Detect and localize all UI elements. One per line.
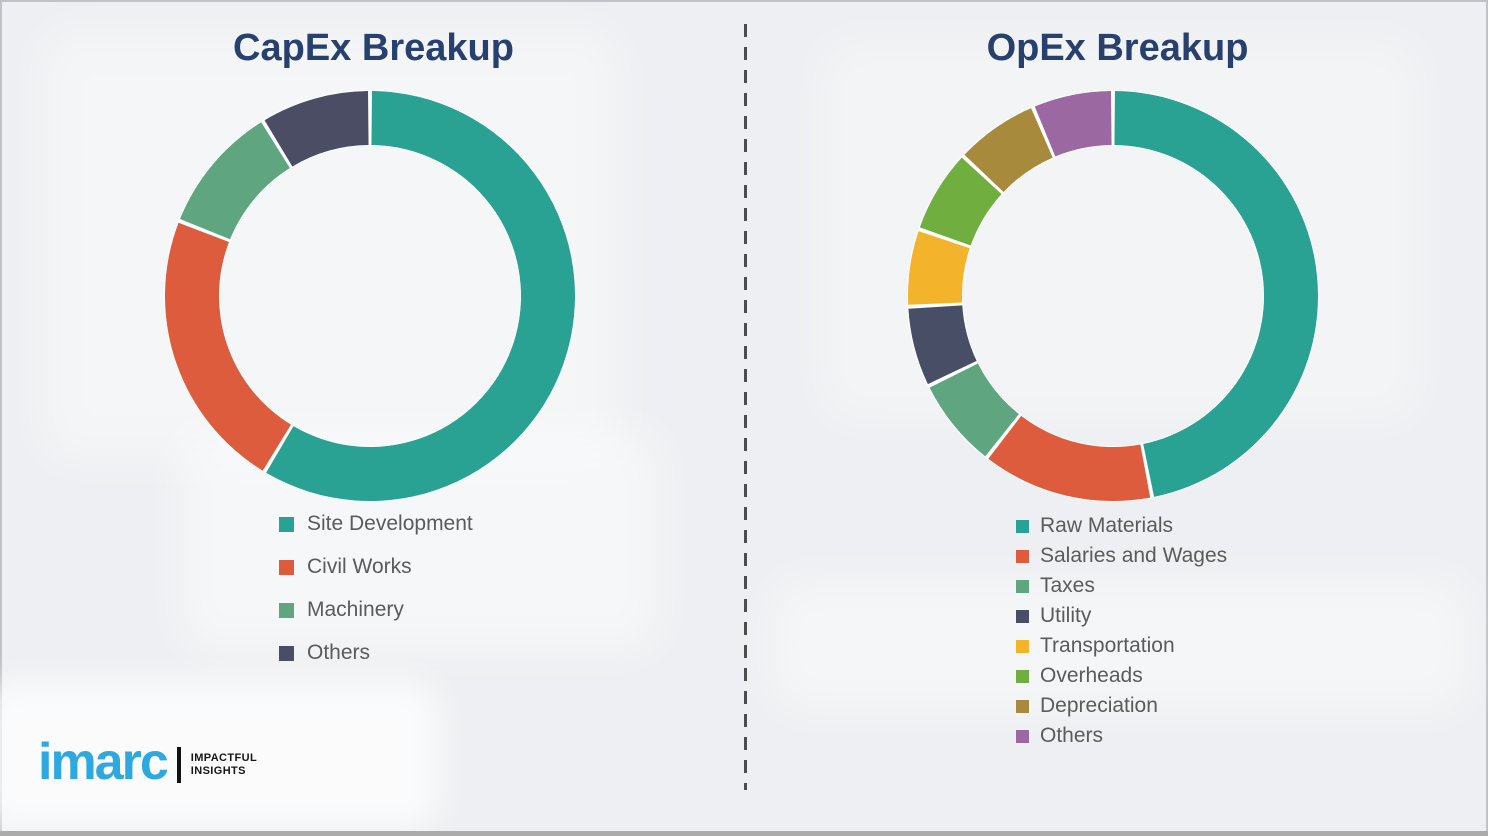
donut-segment-transportation	[908, 231, 970, 305]
legend-swatch	[1016, 699, 1029, 713]
legend-swatch	[279, 602, 294, 618]
imarc-tagline-line1: IMPACTFUL	[190, 752, 258, 764]
donut-segment-overheads	[919, 157, 1002, 246]
legend-swatch	[1016, 669, 1029, 683]
donut-segment-depreciation	[964, 108, 1053, 192]
legend-label: Site Development	[307, 512, 473, 535]
opex-donut-chart	[907, 90, 1319, 502]
imarc-logo-tagline: IMPACTFUL INSIGHTS	[191, 752, 257, 778]
legend-label: Transportation	[1040, 634, 1175, 657]
donut-segment-site-development	[266, 91, 575, 501]
legend-label: Utility	[1040, 604, 1092, 627]
legend-swatch	[1016, 639, 1029, 653]
imarc-tagline-line2: INSIGHTS	[190, 765, 246, 777]
legend-label: Salaries and Wages	[1040, 544, 1228, 567]
donut-segment-taxes	[929, 363, 1019, 457]
donut-segment-utility	[908, 305, 977, 385]
donut-segment-raw-materials	[1114, 91, 1318, 497]
legend-swatch	[279, 559, 294, 575]
capex-legend: Site Development Civil Works Machinery Othe…	[279, 513, 473, 685]
legend-label: Depreciation	[1040, 694, 1158, 717]
donut-segment-machinery	[179, 122, 290, 240]
legend-label: Others	[307, 641, 371, 664]
legend-item: Overheads	[1016, 665, 1227, 687]
capex-donut-chart	[164, 90, 576, 502]
legend-label: Raw Materials	[1040, 514, 1174, 537]
legend-item: Salaries and Wages	[1016, 545, 1227, 567]
legend-label: Overheads	[1040, 664, 1143, 687]
imarc-logo-text: imarc	[38, 733, 169, 791]
legend-swatch	[1016, 549, 1029, 563]
legend-item: Raw Materials	[1016, 515, 1227, 537]
legend-item: Others	[279, 642, 473, 664]
legend-item: Others	[1016, 725, 1227, 747]
donut-segment-civil-works	[164, 222, 291, 471]
legend-item: Transportation	[1016, 635, 1227, 657]
legend-item: Site Development	[279, 513, 473, 535]
dashed-divider-line	[744, 24, 747, 790]
legend-item: Civil Works	[279, 556, 473, 578]
legend-swatch	[1016, 579, 1029, 593]
legend-swatch	[279, 516, 294, 532]
legend-swatch	[1016, 729, 1029, 743]
opex-chart-title: OpEx Breakup	[986, 27, 1249, 69]
donut-segment-others	[1034, 91, 1112, 157]
legend-item: Utility	[1016, 605, 1227, 627]
donut-segment-others	[264, 91, 369, 167]
legend-label: Others	[1040, 724, 1104, 747]
legend-swatch	[1016, 609, 1029, 623]
legend-label: Civil Works	[307, 555, 412, 578]
imarc-logo: imarc IMPACTFUL INSIGHTS	[38, 736, 257, 788]
legend-item: Machinery	[279, 599, 473, 621]
opex-legend: Raw Materials Salaries and Wages Taxes Util…	[1016, 515, 1227, 755]
legend-swatch	[1016, 519, 1029, 533]
imarc-logo-divider	[176, 747, 181, 783]
bottom-border-strip	[0, 831, 1488, 836]
legend-item: Depreciation	[1016, 695, 1227, 717]
legend-swatch	[279, 645, 294, 661]
legend-label: Machinery	[307, 598, 404, 621]
donut-segment-salaries-and-wages	[988, 415, 1151, 501]
legend-label: Taxes	[1040, 574, 1095, 597]
legend-item: Taxes	[1016, 575, 1227, 597]
capex-chart-title: CapEx Breakup	[233, 27, 514, 69]
